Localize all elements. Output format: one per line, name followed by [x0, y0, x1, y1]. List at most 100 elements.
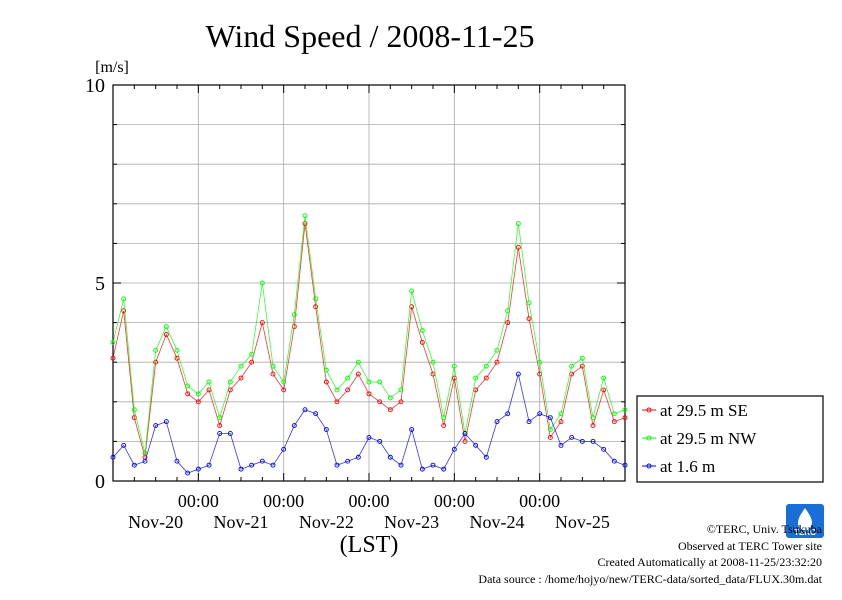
data-point: [601, 375, 607, 381]
data-point: [377, 379, 383, 385]
data-point: [441, 466, 447, 472]
data-point: [270, 462, 276, 468]
data-point: [110, 339, 116, 345]
data-point: [419, 328, 425, 333]
data-point: [163, 324, 169, 330]
data-point: [270, 363, 276, 369]
series-group: [110, 371, 628, 476]
data-point: [547, 415, 553, 421]
y-tick-label: 10: [85, 75, 105, 97]
data-point: [398, 399, 404, 405]
data-point: [153, 359, 159, 365]
data-point: [537, 411, 543, 417]
data-point: [334, 387, 340, 393]
data-point: [195, 399, 201, 405]
terc-logo-drop-icon: [798, 508, 812, 530]
data-point: [611, 458, 617, 464]
data-point: [387, 395, 393, 401]
data-point: [622, 415, 628, 421]
data-point: [249, 359, 255, 365]
data-point: [355, 371, 361, 377]
data-point: [121, 308, 127, 314]
data-point: [238, 466, 244, 472]
data-point: [622, 462, 628, 468]
data-point: [185, 391, 191, 397]
legend-label: at 1.6 m: [660, 457, 715, 476]
data-point: [345, 458, 351, 464]
data-point: [579, 363, 585, 369]
data-point: [526, 316, 532, 322]
data-point: [398, 387, 404, 393]
series-group: [110, 213, 628, 456]
legend-label: at 29.5 m SE: [660, 401, 748, 420]
x-axis-label: (LST): [340, 532, 399, 558]
data-point: [409, 427, 415, 432]
data-point: [483, 375, 489, 381]
data-point: [291, 312, 297, 318]
data-point: [419, 466, 425, 472]
data-point: [441, 423, 447, 429]
data-point: [302, 407, 308, 413]
data-point: [419, 339, 425, 345]
legend-label: at 29.5 m NW: [660, 429, 757, 448]
series-line: [112, 373, 626, 474]
data-point: [579, 355, 585, 361]
data-point: [110, 355, 116, 361]
data-point: [227, 379, 233, 385]
footer-copyright: ©TERC, Univ. Tsukuba: [707, 522, 823, 536]
y-axis-label: [m/s]: [95, 59, 129, 76]
data-point: [217, 423, 223, 429]
data-point: [515, 244, 521, 250]
data-point: [537, 359, 543, 365]
data-point: [526, 300, 532, 306]
data-point: [185, 470, 191, 476]
data-point: [505, 320, 511, 326]
data-point: [313, 411, 319, 417]
data-point: [483, 454, 489, 460]
data-point: [377, 438, 383, 444]
data-point: [259, 320, 265, 326]
data-point: [494, 359, 500, 365]
x-day-tick-label: Nov-25: [555, 512, 610, 532]
data-point: [611, 419, 617, 425]
x-day-tick-label: Nov-22: [299, 512, 354, 532]
x-day-tick-label: Nov-20: [128, 512, 183, 532]
data-point: [302, 221, 308, 227]
data-point: [249, 462, 255, 468]
x-time-tick-label: 00:00: [348, 491, 389, 511]
data-point: [622, 407, 628, 413]
x-time-tick-label: 00:00: [434, 491, 475, 511]
data-point: [590, 438, 596, 444]
series-line: [112, 223, 626, 458]
legend-box: [636, 395, 824, 483]
data-point: [174, 458, 180, 464]
data-point: [227, 431, 233, 436]
data-point: [590, 423, 596, 429]
data-point: [441, 415, 447, 421]
data-point: [611, 411, 617, 417]
data-point: [473, 442, 479, 448]
data-point: [345, 375, 351, 381]
data-point: [313, 296, 319, 302]
data-point: [377, 399, 383, 405]
data-point: [334, 462, 340, 468]
data-point: [110, 454, 116, 460]
data-point: [334, 399, 340, 405]
data-point: [387, 407, 393, 413]
data-point: [259, 280, 265, 286]
chart-title: Wind Speed / 2008-11-25: [205, 18, 534, 54]
footer-created: Created Automatically at 2008-11-25/23:3…: [597, 555, 822, 569]
x-day-tick-label: Nov-21: [214, 512, 269, 532]
data-point: [238, 363, 244, 369]
data-point: [121, 296, 127, 302]
data-point: [217, 415, 223, 421]
data-point: [291, 423, 297, 429]
data-point: [206, 379, 212, 385]
data-point: [547, 434, 553, 440]
y-tick-label: 0: [95, 471, 105, 493]
data-point: [462, 431, 468, 436]
data-point: [313, 304, 319, 310]
data-point: [494, 347, 500, 353]
data-point: [345, 387, 351, 393]
